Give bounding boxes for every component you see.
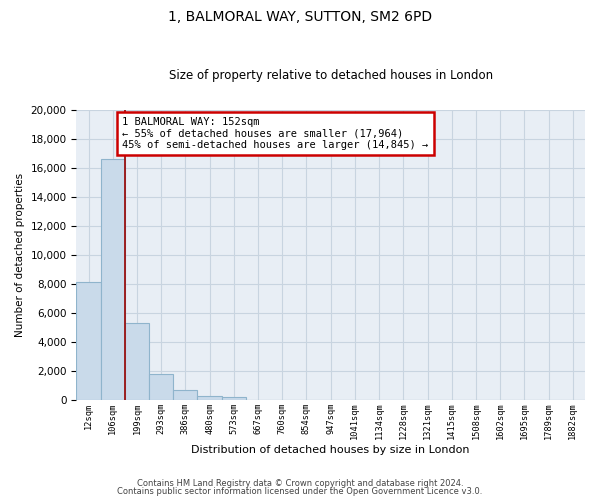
Text: Contains HM Land Registry data © Crown copyright and database right 2024.: Contains HM Land Registry data © Crown c… bbox=[137, 478, 463, 488]
Text: 1, BALMORAL WAY, SUTTON, SM2 6PD: 1, BALMORAL WAY, SUTTON, SM2 6PD bbox=[168, 10, 432, 24]
Text: Contains public sector information licensed under the Open Government Licence v3: Contains public sector information licen… bbox=[118, 487, 482, 496]
Y-axis label: Number of detached properties: Number of detached properties bbox=[15, 172, 25, 337]
Bar bbox=[101, 159, 125, 400]
Text: 1 BALMORAL WAY: 152sqm
← 55% of detached houses are smaller (17,964)
45% of semi: 1 BALMORAL WAY: 152sqm ← 55% of detached… bbox=[122, 117, 428, 150]
Bar bbox=[149, 374, 173, 400]
X-axis label: Distribution of detached houses by size in London: Distribution of detached houses by size … bbox=[191, 445, 470, 455]
Bar bbox=[197, 396, 222, 400]
Title: Size of property relative to detached houses in London: Size of property relative to detached ho… bbox=[169, 69, 493, 82]
Bar bbox=[76, 282, 101, 400]
Bar bbox=[173, 390, 197, 400]
Bar bbox=[125, 323, 149, 400]
Bar bbox=[222, 398, 246, 400]
